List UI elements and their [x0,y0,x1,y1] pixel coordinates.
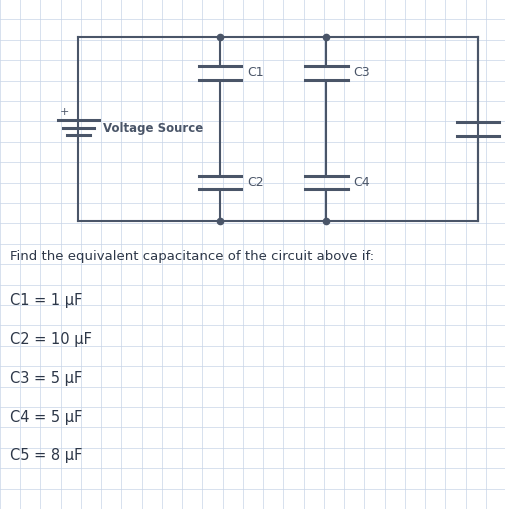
Text: C4 = 5 μF: C4 = 5 μF [10,409,82,423]
Text: Voltage Source: Voltage Source [103,122,203,135]
Text: +: + [60,107,69,117]
Text: C1 = 1 μF: C1 = 1 μF [10,293,82,307]
Text: C3 = 5 μF: C3 = 5 μF [10,370,82,385]
Text: C1: C1 [247,66,264,79]
Text: C4: C4 [353,176,370,189]
Text: C3: C3 [353,66,370,79]
Text: C2: C2 [247,176,264,189]
Text: Find the equivalent capacitance of the circuit above if:: Find the equivalent capacitance of the c… [10,249,374,262]
Text: C5 = 8 μF: C5 = 8 μF [10,447,82,462]
Text: C2 = 10 μF: C2 = 10 μF [10,331,92,346]
Text: C5: C5 [503,122,505,135]
